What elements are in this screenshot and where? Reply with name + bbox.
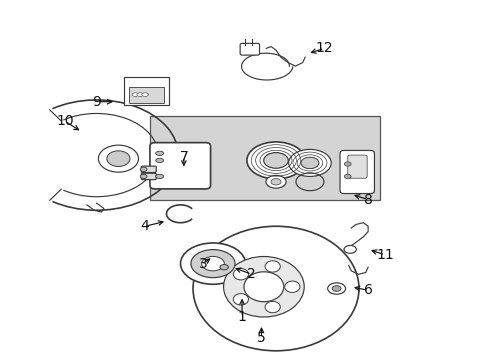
FancyBboxPatch shape (141, 173, 156, 180)
FancyBboxPatch shape (339, 150, 374, 194)
Ellipse shape (180, 243, 245, 284)
FancyBboxPatch shape (150, 143, 210, 189)
Ellipse shape (270, 179, 281, 185)
Ellipse shape (344, 162, 350, 166)
Ellipse shape (344, 246, 356, 253)
FancyBboxPatch shape (347, 155, 366, 178)
Ellipse shape (246, 142, 305, 179)
Ellipse shape (155, 158, 163, 163)
Ellipse shape (264, 301, 280, 313)
FancyBboxPatch shape (141, 166, 156, 172)
Ellipse shape (155, 174, 163, 179)
Ellipse shape (193, 226, 358, 351)
Text: 6: 6 (363, 283, 372, 297)
Ellipse shape (244, 272, 283, 302)
Ellipse shape (264, 261, 280, 272)
Text: 11: 11 (375, 248, 393, 262)
Text: 10: 10 (56, 114, 74, 128)
Ellipse shape (142, 93, 148, 96)
Ellipse shape (233, 294, 248, 305)
Ellipse shape (288, 149, 330, 176)
Text: 1: 1 (237, 310, 246, 324)
Ellipse shape (220, 265, 228, 270)
Text: 4: 4 (141, 219, 149, 233)
Ellipse shape (233, 269, 248, 280)
Text: 9: 9 (92, 95, 101, 109)
Ellipse shape (327, 283, 345, 294)
FancyBboxPatch shape (240, 43, 259, 55)
Text: 8: 8 (363, 193, 372, 207)
Ellipse shape (265, 175, 285, 188)
Ellipse shape (140, 174, 147, 179)
Ellipse shape (190, 249, 235, 278)
FancyBboxPatch shape (128, 87, 163, 103)
Ellipse shape (344, 174, 350, 179)
Text: 7: 7 (179, 150, 188, 164)
Text: 12: 12 (315, 41, 333, 55)
Ellipse shape (98, 145, 138, 172)
FancyBboxPatch shape (129, 77, 168, 101)
Ellipse shape (331, 286, 341, 291)
Text: 5: 5 (257, 331, 265, 345)
Text: 3: 3 (199, 257, 207, 271)
Ellipse shape (137, 93, 143, 96)
Ellipse shape (263, 153, 288, 168)
Ellipse shape (140, 167, 147, 171)
Ellipse shape (284, 281, 299, 292)
Ellipse shape (301, 157, 318, 168)
Text: 2: 2 (247, 267, 256, 281)
Ellipse shape (223, 257, 304, 317)
FancyBboxPatch shape (150, 116, 380, 199)
Ellipse shape (201, 256, 224, 271)
FancyBboxPatch shape (123, 77, 168, 105)
Ellipse shape (132, 93, 139, 96)
Ellipse shape (155, 151, 163, 156)
Ellipse shape (107, 151, 130, 166)
